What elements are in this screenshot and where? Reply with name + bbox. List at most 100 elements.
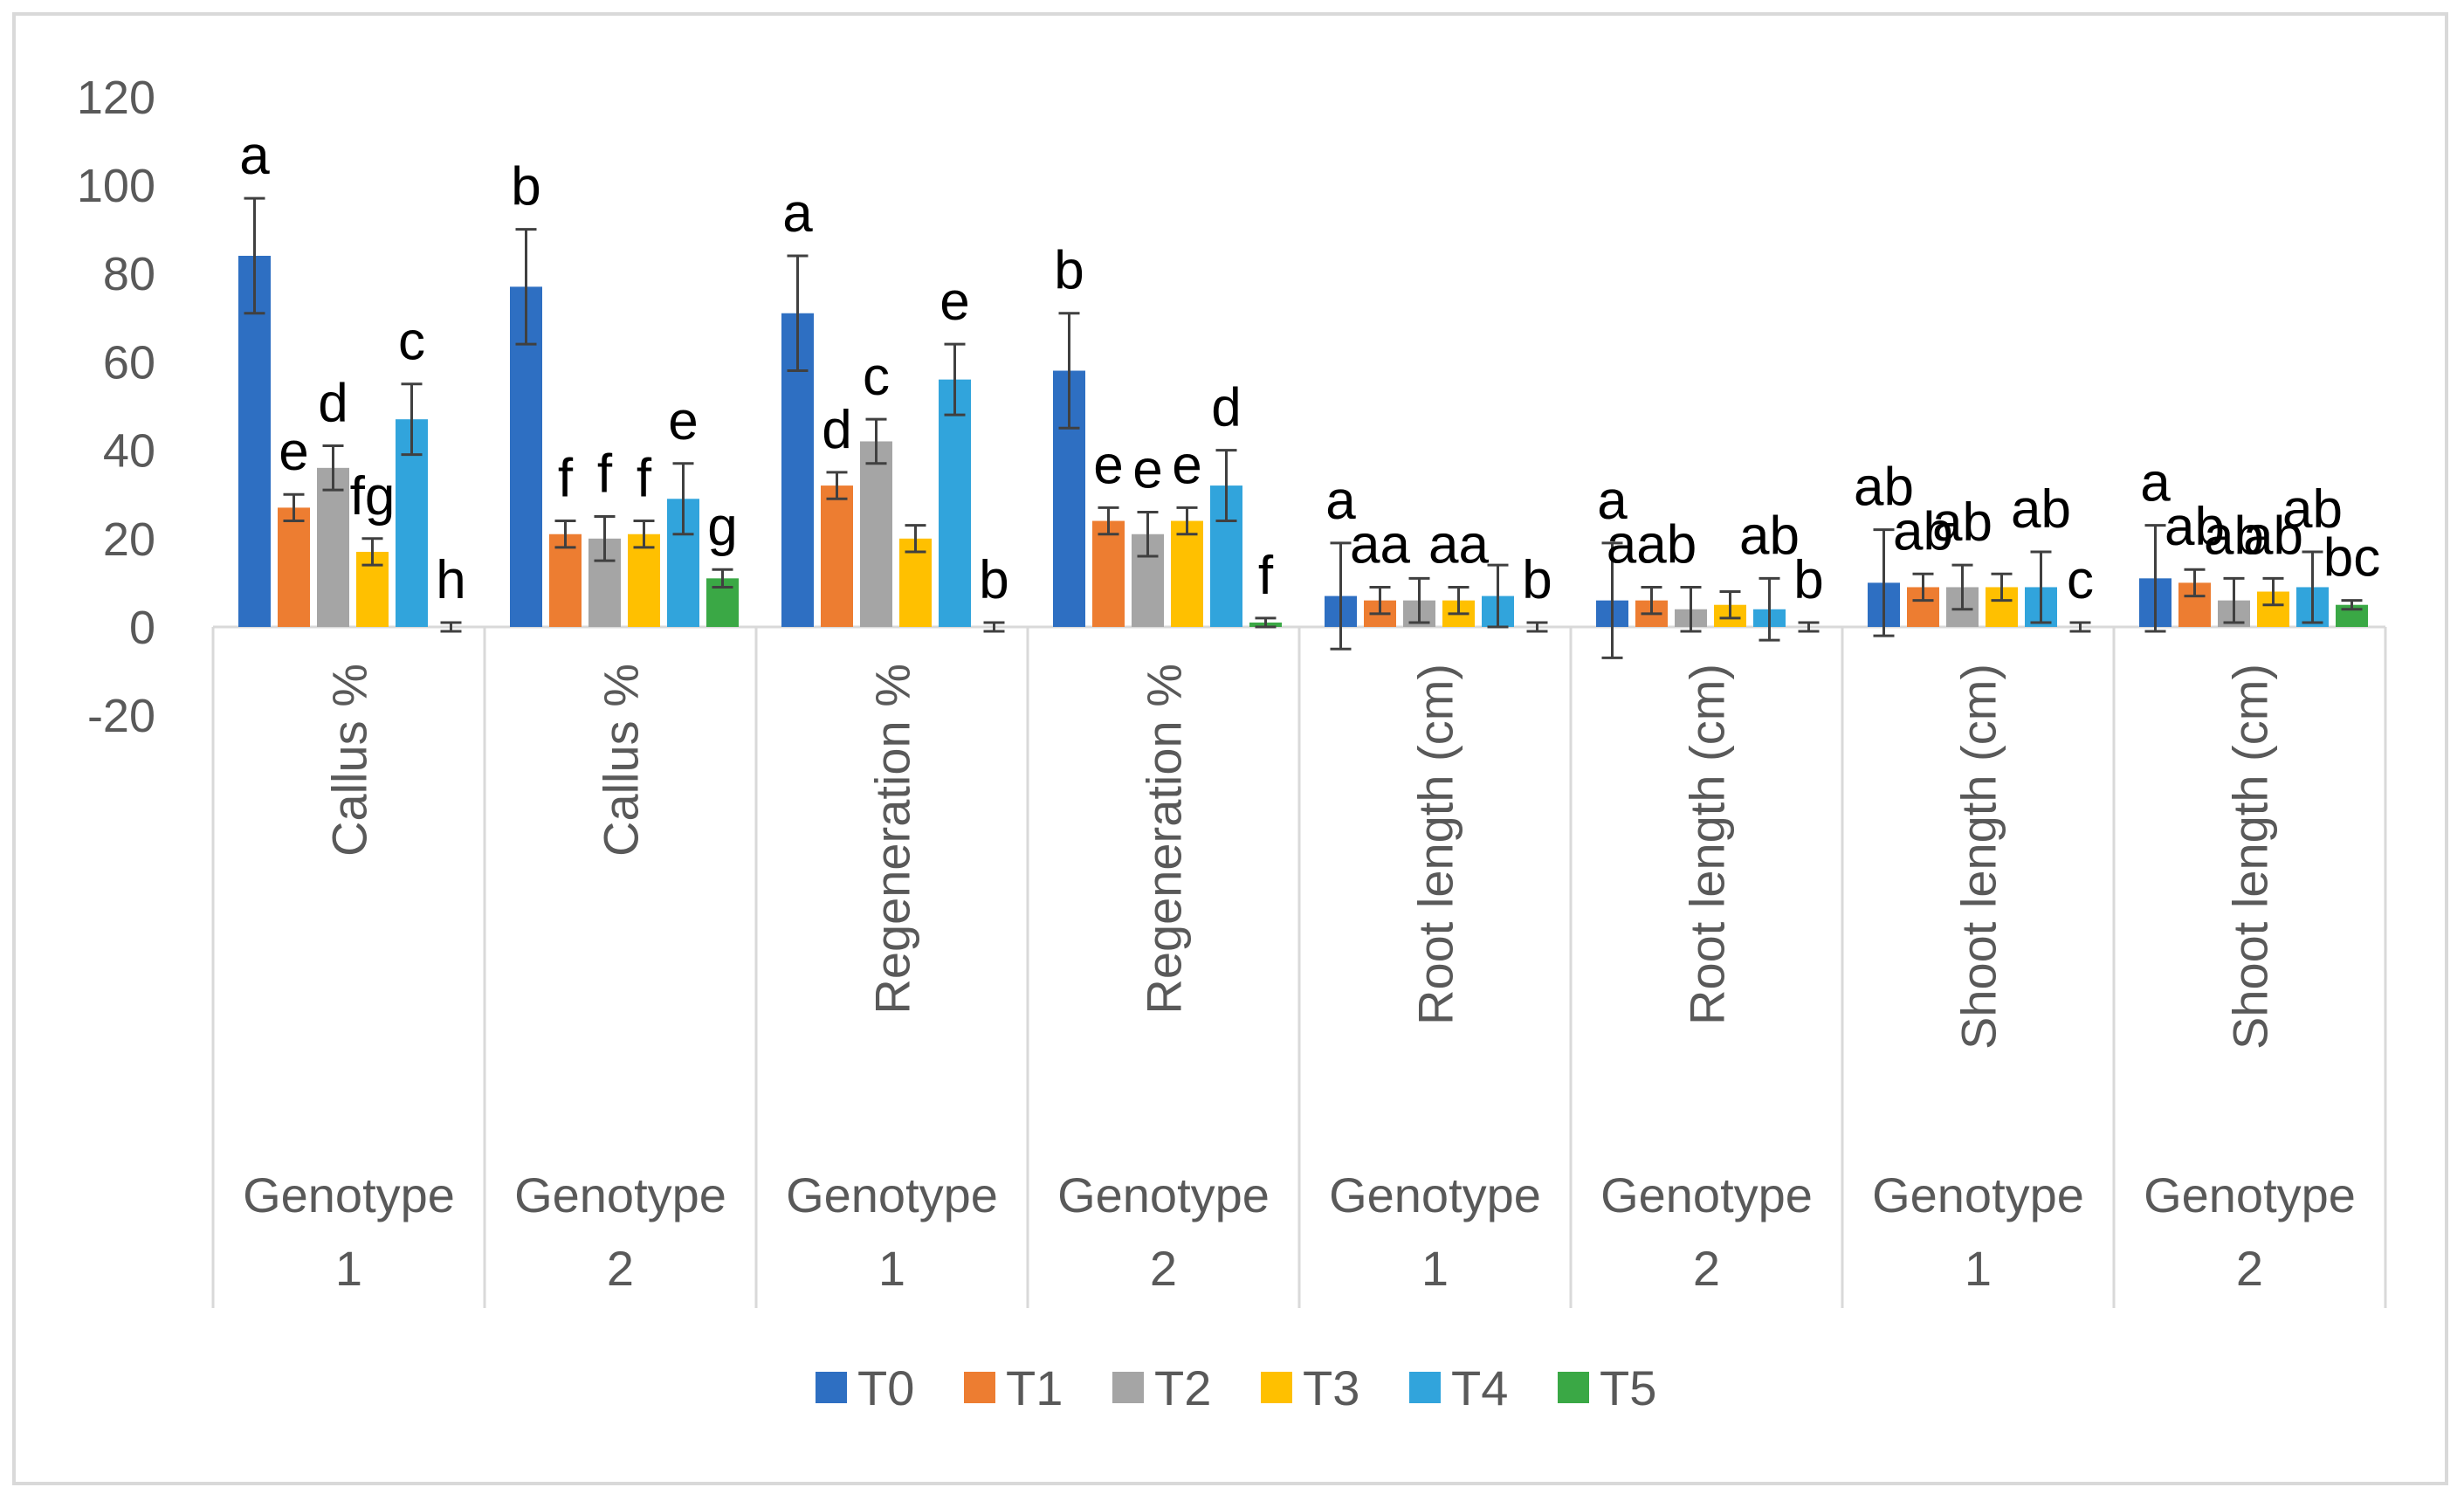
- error-bar: [1991, 572, 2013, 602]
- significance-letter: e: [939, 272, 969, 332]
- y-tick-label: 100: [77, 160, 155, 212]
- category-label: Root length (cm): [1408, 664, 1463, 1025]
- bar-t3: [628, 534, 660, 627]
- significance-letter: ab: [1932, 492, 1993, 553]
- group-label-line2: 1: [1965, 1241, 1992, 1296]
- y-axis: -20 0 20 40 60 80 100 120: [77, 72, 155, 742]
- error-bar: [905, 524, 926, 554]
- significance-letter: a: [239, 126, 270, 186]
- significance-letter: ab: [1893, 501, 1953, 561]
- bar-t3: [899, 538, 932, 627]
- group-label-line1: Genotype: [2144, 1167, 2356, 1222]
- error-bar: [2069, 621, 2091, 633]
- bar-t2: [317, 467, 349, 627]
- group-label-line1: Genotype: [786, 1167, 998, 1222]
- significance-letter: b: [1793, 550, 1823, 610]
- error-bar: [401, 382, 423, 457]
- error-bar: [712, 568, 733, 589]
- error-bar: [440, 621, 462, 633]
- significance-letter: ab: [2243, 506, 2303, 566]
- legend-swatch-t1: [964, 1372, 995, 1403]
- significance-letter: e: [279, 422, 308, 482]
- y-tick-label: 0: [129, 602, 155, 654]
- legend: T0 T1 T2 T3 T4 T5: [816, 1360, 1656, 1415]
- y-tick-label: 20: [103, 513, 155, 566]
- error-bar: [322, 444, 344, 492]
- error-bar: [944, 342, 966, 417]
- x-axis: Callus % Genotype 1 Callus % Genotype 2 Regene…: [211, 625, 2387, 1308]
- group-label-line2: 2: [607, 1241, 634, 1296]
- significance-letter: ab: [1739, 506, 1800, 566]
- error-bar: [983, 621, 1005, 633]
- error-bar: [2030, 550, 2052, 624]
- bar-t1: [549, 534, 582, 627]
- error-bar: [865, 417, 887, 465]
- error-bar: [244, 196, 265, 315]
- category-label: Regeneration %: [1137, 664, 1192, 1015]
- significance-letter: b: [1522, 550, 1552, 610]
- legend-swatch-t0: [816, 1372, 847, 1403]
- error-bar: [787, 254, 809, 373]
- category-label: Root length (cm): [1680, 664, 1735, 1025]
- significance-letter: f: [558, 449, 574, 509]
- bar-t0: [238, 255, 271, 627]
- error-bar: [1601, 541, 1623, 659]
- group-label-line2: 2: [2236, 1241, 2263, 1296]
- bar-t4: [939, 379, 971, 627]
- group-label-line2: 2: [1150, 1241, 1177, 1296]
- significance-letter: g: [707, 497, 737, 557]
- error-bar: [1873, 528, 1895, 637]
- group-label-line1: Genotype: [1329, 1167, 1541, 1222]
- significance-letter: c: [398, 312, 425, 372]
- significance-letter: b: [1054, 241, 1084, 301]
- legend-label: T1: [1006, 1360, 1063, 1415]
- significance-letter: bc: [2323, 528, 2380, 589]
- significance-letter: a: [2140, 453, 2171, 513]
- significance-letter: f: [637, 449, 652, 509]
- significance-letter: d: [1211, 378, 1241, 438]
- significance-letter: ab: [2282, 479, 2343, 540]
- error-bar: [2144, 524, 2166, 633]
- error-bar: [826, 471, 848, 500]
- significance-letter: f: [1258, 546, 1274, 606]
- significance-letter: c: [2067, 550, 2094, 610]
- significance-letter: ab: [2204, 506, 2264, 566]
- error-bar: [2223, 576, 2245, 624]
- error-bar: [1176, 506, 1198, 536]
- error-bar: [1330, 541, 1352, 651]
- significance-letter: c: [863, 347, 890, 407]
- y-tick-label: 60: [103, 336, 155, 389]
- error-bar: [1255, 616, 1277, 629]
- group-label-line2: 2: [1693, 1241, 1720, 1296]
- error-bar: [1098, 506, 1119, 536]
- significance-letter: h: [436, 550, 465, 610]
- significance-letter: b: [511, 157, 540, 217]
- legend-label: T3: [1303, 1360, 1359, 1415]
- significance-letter: e: [1132, 439, 1162, 499]
- group-label-line1: Genotype: [514, 1167, 726, 1222]
- group-label-line1: Genotype: [1872, 1167, 2084, 1222]
- significance-letter: ab: [1854, 458, 1914, 518]
- legend-label: T0: [857, 1360, 914, 1415]
- error-bar: [1719, 590, 1741, 620]
- error-bar: [1448, 585, 1469, 616]
- legend-swatch-t3: [1261, 1372, 1292, 1403]
- error-bar: [2184, 568, 2206, 598]
- y-tick-label: -20: [87, 690, 155, 742]
- error-bar: [1759, 576, 1780, 642]
- error-bar: [1408, 576, 1430, 624]
- bars: [238, 196, 2368, 659]
- significance-letter: b: [979, 550, 1008, 610]
- error-bar: [2302, 550, 2323, 624]
- error-bar: [1798, 621, 1820, 633]
- category-label: Regeneration %: [865, 664, 920, 1015]
- group-label-line1: Genotype: [1057, 1167, 1270, 1222]
- error-bar: [672, 462, 694, 536]
- group-label-line1: Genotype: [1600, 1167, 1813, 1222]
- group-label-line1: Genotype: [243, 1167, 455, 1222]
- group-label-line2: 1: [878, 1241, 905, 1296]
- error-bar: [1215, 449, 1237, 523]
- bar-t2: [860, 441, 892, 627]
- error-bar: [1951, 563, 1973, 611]
- significance-letter: a: [782, 183, 813, 244]
